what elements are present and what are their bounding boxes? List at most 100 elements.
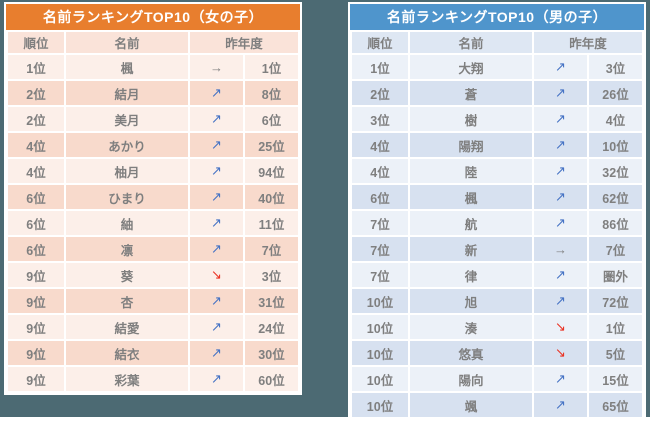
name-cell: 陽向 bbox=[410, 367, 532, 391]
name-cell: 航 bbox=[410, 211, 532, 235]
table-row: 7位新 → 7位 bbox=[352, 237, 642, 261]
lastyear-cell: 圏外 bbox=[589, 263, 642, 287]
lastyear-cell: 3位 bbox=[589, 55, 642, 79]
table-row: 4位 あかり ↗ 25位 bbox=[8, 133, 298, 157]
rank-cell: 6位 bbox=[352, 185, 408, 209]
table-row: 10位颯 ↗ 65位 bbox=[352, 393, 642, 417]
table-row: 1位楓 → 1位 bbox=[8, 55, 298, 79]
name-cell: 紬 bbox=[66, 211, 188, 235]
table-row: 6位 ひまり ↗ 40位 bbox=[8, 185, 298, 209]
table-row: 2位 結月 ↗ 8位 bbox=[8, 81, 298, 105]
lastyear-cell: 86位 bbox=[589, 211, 642, 235]
lastyear-cell: 7位 bbox=[589, 237, 642, 261]
rank-cell: 2位 bbox=[8, 107, 64, 131]
boys-table: 順位 名前 昨年度 1位 大翔 ↗ 3位 2位蒼 ↗ 26位 3位樹 ↗ 4位 4位 陽翔 ↗ 10位 4位… bbox=[350, 30, 644, 419]
rank-cell: 10位 bbox=[352, 393, 408, 417]
table-row: 9位 結衣 ↗ 30位 bbox=[8, 341, 298, 365]
table-row: 7位航 ↗ 86位 bbox=[352, 211, 642, 235]
rank-cell: 3位 bbox=[352, 107, 408, 131]
trend-up-icon: ↗ bbox=[190, 159, 243, 183]
name-cell: 美月 bbox=[66, 107, 188, 131]
name-cell: 蒼 bbox=[410, 81, 532, 105]
rank-cell: 9位 bbox=[8, 289, 64, 313]
rank-cell: 4位 bbox=[352, 133, 408, 157]
trend-up-icon: ↗ bbox=[190, 341, 243, 365]
lastyear-cell: 6位 bbox=[245, 107, 298, 131]
lastyear-cell: 11位 bbox=[245, 211, 298, 235]
name-cell: 樹 bbox=[410, 107, 532, 131]
lastyear-cell: 4位 bbox=[589, 107, 642, 131]
name-cell: 新 bbox=[410, 237, 532, 261]
trend-flat-icon: → bbox=[190, 55, 243, 79]
name-cell: 彩葉 bbox=[66, 367, 188, 391]
girls-ranking-table: 名前ランキングTOP10（女の子） 順位 名前 昨年度 1位楓 → 1位 2位 結月 ↗ 8… bbox=[4, 2, 302, 395]
name-cell: ひまり bbox=[66, 185, 188, 209]
table-row: 4位陸 ↗ 32位 bbox=[352, 159, 642, 183]
trend-up-icon: ↗ bbox=[534, 55, 587, 79]
rank-column-header: 順位 bbox=[352, 32, 408, 53]
rank-cell: 7位 bbox=[352, 237, 408, 261]
trend-up-icon: ↗ bbox=[190, 237, 243, 261]
name-cell: あかり bbox=[66, 133, 188, 157]
lastyear-cell: 3位 bbox=[245, 263, 298, 287]
rank-cell: 2位 bbox=[8, 81, 64, 105]
name-column-header: 名前 bbox=[66, 32, 188, 53]
trend-down-icon: ↘ bbox=[534, 341, 587, 365]
table-row: 6位楓 ↗ 62位 bbox=[352, 185, 642, 209]
name-cell: 律 bbox=[410, 263, 532, 287]
rank-cell: 9位 bbox=[8, 367, 64, 391]
lastyear-cell: 40位 bbox=[245, 185, 298, 209]
lastyear-cell: 15位 bbox=[589, 367, 642, 391]
name-cell: 凛 bbox=[66, 237, 188, 261]
rank-cell: 9位 bbox=[8, 341, 64, 365]
trend-up-icon: ↗ bbox=[534, 367, 587, 391]
name-cell: 颯 bbox=[410, 393, 532, 417]
rank-cell: 7位 bbox=[352, 263, 408, 287]
trend-up-icon: ↗ bbox=[190, 133, 243, 157]
table-row: 9位 結愛 ↗ 24位 bbox=[8, 315, 298, 339]
trend-up-icon: ↗ bbox=[534, 185, 587, 209]
name-cell: 旭 bbox=[410, 289, 532, 313]
table-row: 3位樹 ↗ 4位 bbox=[352, 107, 642, 131]
lastyear-cell: 31位 bbox=[245, 289, 298, 313]
trend-up-icon: ↗ bbox=[190, 289, 243, 313]
lastyear-cell: 26位 bbox=[589, 81, 642, 105]
lastyear-cell: 62位 bbox=[589, 185, 642, 209]
trend-down-icon: ↘ bbox=[190, 263, 243, 287]
table-row: 2位蒼 ↗ 26位 bbox=[352, 81, 642, 105]
lastyear-cell: 7位 bbox=[245, 237, 298, 261]
rank-cell: 7位 bbox=[352, 211, 408, 235]
lastyear-cell: 30位 bbox=[245, 341, 298, 365]
table-row: 10位旭 ↗ 72位 bbox=[352, 289, 642, 313]
name-cell: 湊 bbox=[410, 315, 532, 339]
trend-up-icon: ↗ bbox=[534, 159, 587, 183]
rank-cell: 1位 bbox=[8, 55, 64, 79]
rank-cell: 4位 bbox=[8, 133, 64, 157]
trend-up-icon: ↗ bbox=[534, 211, 587, 235]
trend-up-icon: ↗ bbox=[190, 107, 243, 131]
table-row: 2位 美月 ↗ 6位 bbox=[8, 107, 298, 131]
lastyear-column-header: 昨年度 bbox=[190, 32, 298, 53]
table-row: 7位律 ↗ 圏外 bbox=[352, 263, 642, 287]
trend-up-icon: ↗ bbox=[190, 81, 243, 105]
lastyear-cell: 65位 bbox=[589, 393, 642, 417]
boys-table-title: 名前ランキングTOP10（男の子） bbox=[350, 4, 644, 30]
trend-up-icon: ↗ bbox=[190, 315, 243, 339]
lastyear-cell: 5位 bbox=[589, 341, 642, 365]
name-cell: 悠真 bbox=[410, 341, 532, 365]
trend-up-icon: ↗ bbox=[534, 263, 587, 287]
name-cell: 結愛 bbox=[66, 315, 188, 339]
boys-ranking-table: 名前ランキングTOP10（男の子） 順位 名前 昨年度 1位 大翔 ↗ 3位 2位蒼 ↗ 2… bbox=[348, 2, 646, 421]
name-cell: 葵 bbox=[66, 263, 188, 287]
table-row: 6位紬 ↗ 11位 bbox=[8, 211, 298, 235]
table-row: 9位杏 ↗ 31位 bbox=[8, 289, 298, 313]
name-cell: 楓 bbox=[66, 55, 188, 79]
name-column-header: 名前 bbox=[410, 32, 532, 53]
rank-cell: 2位 bbox=[352, 81, 408, 105]
trend-up-icon: ↗ bbox=[534, 81, 587, 105]
table-row: 4位 陽翔 ↗ 10位 bbox=[352, 133, 642, 157]
table-row: 10位 悠真 ↘ 5位 bbox=[352, 341, 642, 365]
table-row: 10位 陽向 ↗ 15位 bbox=[352, 367, 642, 391]
rank-column-header: 順位 bbox=[8, 32, 64, 53]
